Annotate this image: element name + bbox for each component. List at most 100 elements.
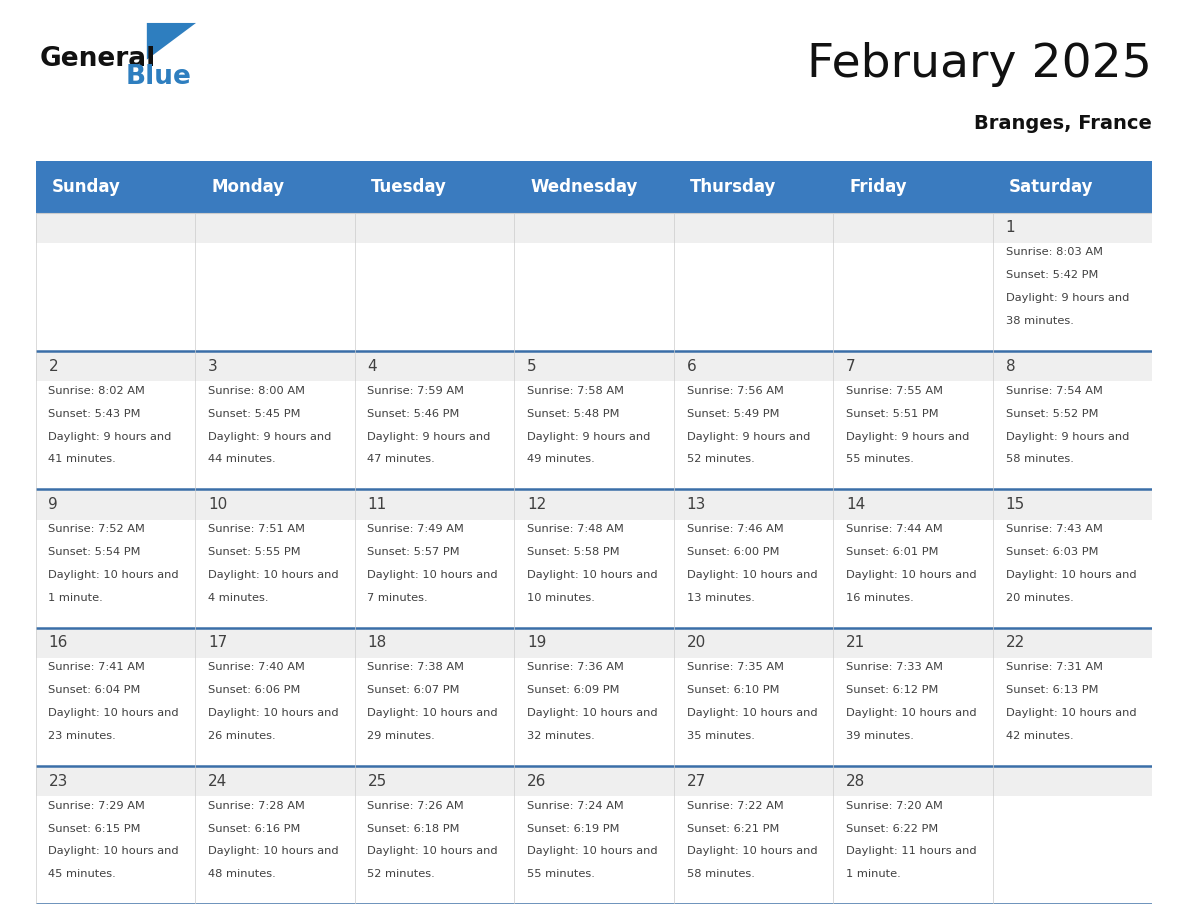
Text: Daylight: 10 hours and: Daylight: 10 hours and	[687, 846, 817, 856]
Text: Sunset: 6:03 PM: Sunset: 6:03 PM	[1005, 547, 1098, 557]
Bar	[514, 213, 674, 243]
Bar	[355, 628, 514, 658]
Bar	[355, 351, 514, 382]
Text: 28: 28	[846, 774, 865, 789]
Text: Daylight: 10 hours and: Daylight: 10 hours and	[208, 708, 339, 718]
Bar	[833, 489, 993, 628]
Text: 42 minutes.: 42 minutes.	[1005, 731, 1073, 741]
Text: Sunset: 6:07 PM: Sunset: 6:07 PM	[367, 685, 460, 695]
Bar	[833, 628, 993, 658]
Text: Daylight: 10 hours and: Daylight: 10 hours and	[367, 708, 498, 718]
Bar	[514, 628, 674, 766]
Text: 58 minutes.: 58 minutes.	[1005, 454, 1074, 465]
Bar	[355, 766, 514, 904]
Text: Thursday: Thursday	[690, 178, 776, 196]
Text: Daylight: 10 hours and: Daylight: 10 hours and	[846, 708, 977, 718]
Text: Sunrise: 7:36 AM: Sunrise: 7:36 AM	[527, 663, 624, 672]
Bar	[195, 489, 355, 628]
Text: February 2025: February 2025	[808, 41, 1152, 87]
Text: Daylight: 10 hours and: Daylight: 10 hours and	[1005, 708, 1136, 718]
Text: Sunset: 6:13 PM: Sunset: 6:13 PM	[1005, 685, 1098, 695]
Text: Sunrise: 7:43 AM: Sunrise: 7:43 AM	[1005, 524, 1102, 534]
Bar	[514, 766, 674, 796]
Bar	[36, 213, 195, 243]
Text: Sunrise: 7:40 AM: Sunrise: 7:40 AM	[208, 663, 305, 672]
Text: Daylight: 10 hours and: Daylight: 10 hours and	[1005, 570, 1136, 580]
Text: Daylight: 10 hours and: Daylight: 10 hours and	[527, 570, 658, 580]
Text: Sunrise: 8:03 AM: Sunrise: 8:03 AM	[1005, 248, 1102, 257]
Bar	[195, 489, 355, 520]
Text: Sunset: 5:51 PM: Sunset: 5:51 PM	[846, 409, 939, 419]
Bar	[36, 628, 195, 766]
Text: Sunrise: 7:46 AM: Sunrise: 7:46 AM	[687, 524, 783, 534]
Text: 39 minutes.: 39 minutes.	[846, 731, 914, 741]
Bar	[674, 766, 833, 904]
Text: 4 minutes.: 4 minutes.	[208, 593, 268, 603]
Bar	[993, 628, 1152, 766]
Bar	[833, 489, 993, 520]
Bar	[674, 489, 833, 628]
Text: Sunrise: 8:00 AM: Sunrise: 8:00 AM	[208, 386, 305, 396]
Text: Sunset: 5:43 PM: Sunset: 5:43 PM	[49, 409, 141, 419]
Text: 10: 10	[208, 497, 227, 512]
Bar	[833, 628, 993, 766]
Text: Sunrise: 7:58 AM: Sunrise: 7:58 AM	[527, 386, 624, 396]
Bar	[993, 213, 1152, 243]
Text: Sunset: 6:09 PM: Sunset: 6:09 PM	[527, 685, 619, 695]
Bar	[195, 351, 355, 382]
Bar	[674, 213, 833, 243]
Text: 17: 17	[208, 635, 227, 650]
Text: Friday: Friday	[849, 178, 906, 196]
Text: 23 minutes.: 23 minutes.	[49, 731, 116, 741]
Text: Daylight: 10 hours and: Daylight: 10 hours and	[687, 708, 817, 718]
Text: 41 minutes.: 41 minutes.	[49, 454, 116, 465]
Bar	[355, 213, 514, 351]
Bar	[993, 351, 1152, 489]
Text: Sunrise: 7:24 AM: Sunrise: 7:24 AM	[527, 800, 624, 811]
Bar	[833, 766, 993, 796]
Text: 26: 26	[527, 774, 546, 789]
Bar	[833, 351, 993, 382]
Bar	[833, 351, 993, 489]
Bar	[195, 766, 355, 904]
Text: Sunrise: 7:54 AM: Sunrise: 7:54 AM	[1005, 386, 1102, 396]
Text: 5: 5	[527, 359, 537, 374]
Text: Sunset: 6:19 PM: Sunset: 6:19 PM	[527, 823, 619, 834]
Bar	[514, 161, 674, 213]
Text: Sunrise: 7:28 AM: Sunrise: 7:28 AM	[208, 800, 305, 811]
Text: Sunrise: 7:35 AM: Sunrise: 7:35 AM	[687, 663, 784, 672]
Text: Sunset: 6:12 PM: Sunset: 6:12 PM	[846, 685, 939, 695]
Bar	[36, 489, 195, 520]
Text: 1: 1	[1005, 220, 1016, 235]
Text: 16: 16	[49, 635, 68, 650]
Text: Branges, France: Branges, France	[974, 115, 1152, 133]
Bar	[195, 213, 355, 351]
Text: 13: 13	[687, 497, 706, 512]
Text: Sunset: 6:06 PM: Sunset: 6:06 PM	[208, 685, 301, 695]
Bar	[355, 161, 514, 213]
Text: Sunrise: 7:59 AM: Sunrise: 7:59 AM	[367, 386, 465, 396]
Text: Sunrise: 7:52 AM: Sunrise: 7:52 AM	[49, 524, 145, 534]
Text: Sunrise: 7:33 AM: Sunrise: 7:33 AM	[846, 663, 943, 672]
Text: Sunrise: 7:20 AM: Sunrise: 7:20 AM	[846, 800, 943, 811]
Text: Sunrise: 7:38 AM: Sunrise: 7:38 AM	[367, 663, 465, 672]
Text: Daylight: 9 hours and: Daylight: 9 hours and	[208, 431, 331, 442]
Bar	[833, 766, 993, 904]
Text: Sunset: 6:18 PM: Sunset: 6:18 PM	[367, 823, 460, 834]
Text: Daylight: 10 hours and: Daylight: 10 hours and	[687, 570, 817, 580]
Bar	[514, 766, 674, 904]
Text: Sunset: 6:00 PM: Sunset: 6:00 PM	[687, 547, 779, 557]
Bar	[36, 628, 195, 658]
Bar	[514, 351, 674, 489]
Bar	[355, 628, 514, 766]
Text: Sunset: 5:42 PM: Sunset: 5:42 PM	[1005, 270, 1098, 280]
Text: 21: 21	[846, 635, 865, 650]
Bar	[514, 489, 674, 520]
Text: 55 minutes.: 55 minutes.	[527, 869, 595, 879]
Bar	[993, 213, 1152, 351]
Text: Daylight: 10 hours and: Daylight: 10 hours and	[527, 846, 658, 856]
Text: 20: 20	[687, 635, 706, 650]
Text: 48 minutes.: 48 minutes.	[208, 869, 276, 879]
Text: Daylight: 10 hours and: Daylight: 10 hours and	[49, 846, 179, 856]
Polygon shape	[147, 23, 196, 60]
